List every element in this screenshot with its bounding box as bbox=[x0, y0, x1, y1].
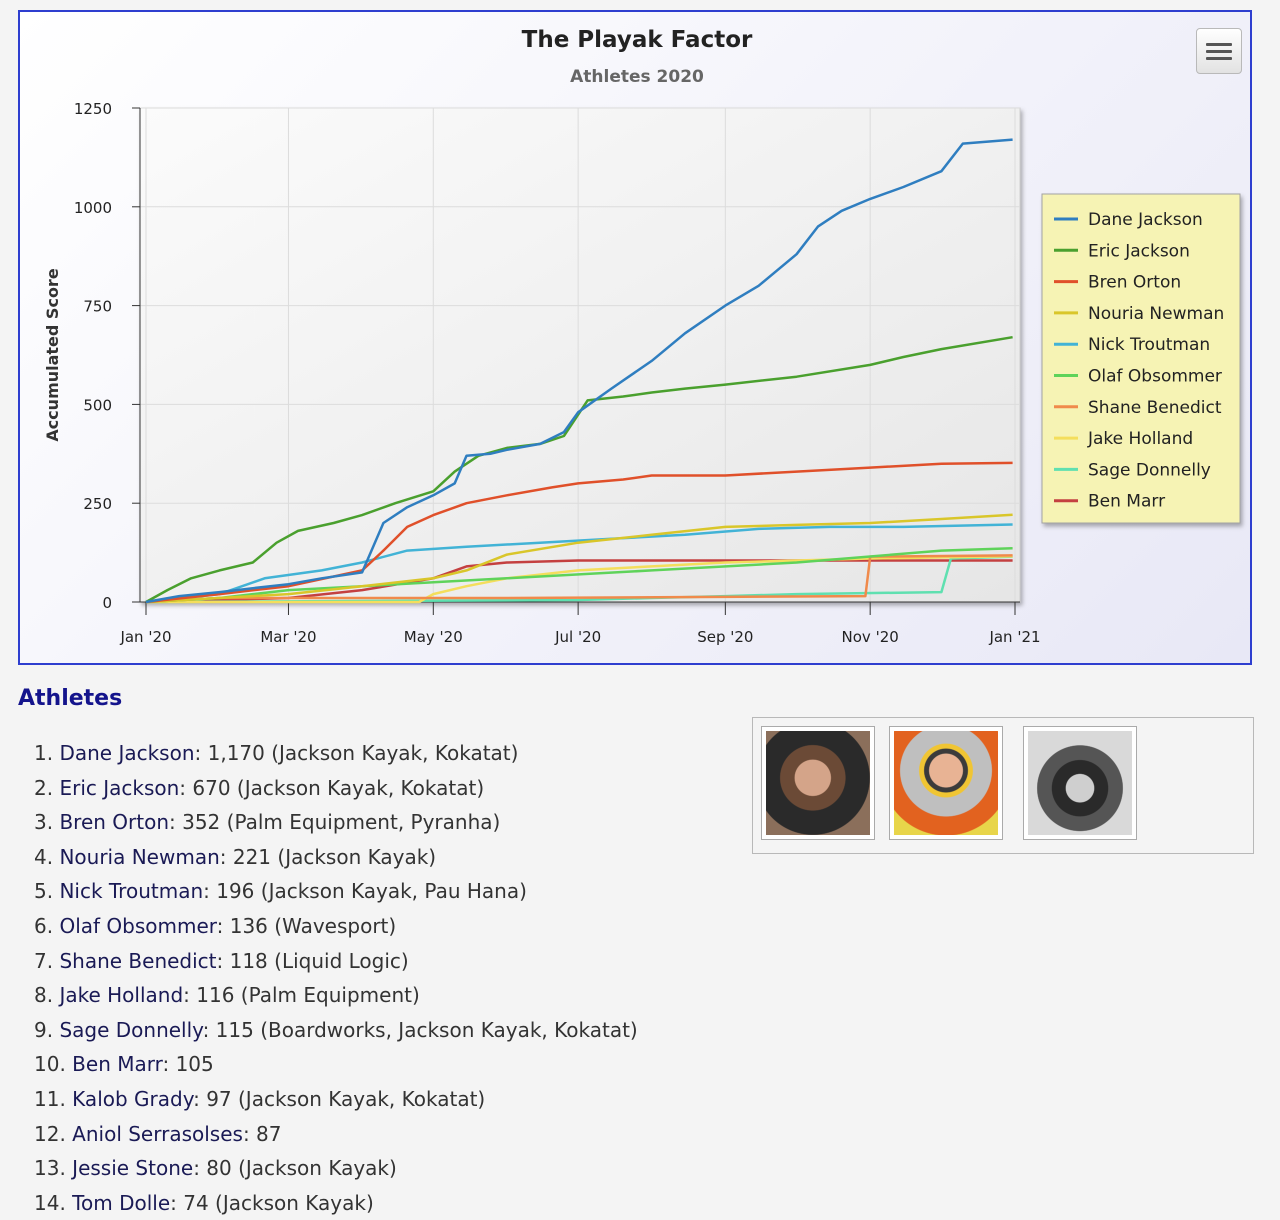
athlete-rank: 7. bbox=[34, 949, 59, 973]
athlete-name-link[interactable]: Nouria Newman bbox=[59, 845, 219, 869]
x-tick-label: Jul '20 bbox=[554, 628, 601, 646]
athlete-photo-1[interactable] bbox=[761, 726, 875, 840]
x-tick-label: Jan '20 bbox=[119, 628, 171, 646]
y-tick-label: 1000 bbox=[74, 199, 112, 217]
athlete-rank: 10. bbox=[34, 1052, 72, 1076]
athlete-photo-3[interactable] bbox=[1023, 726, 1137, 840]
athlete-score-detail: : 221 (Jackson Kayak) bbox=[220, 845, 436, 869]
y-axis-label: Accumulated Score bbox=[43, 268, 62, 442]
legend-item-label: Sage Donnelly bbox=[1088, 460, 1211, 480]
athlete-name-link[interactable]: Bren Orton bbox=[59, 810, 169, 834]
athlete-name-link[interactable]: Olaf Obsommer bbox=[59, 914, 216, 938]
chart-title: The Playak Factor bbox=[522, 27, 753, 53]
hamburger-menu-icon bbox=[1206, 43, 1232, 46]
athlete-name-link[interactable]: Eric Jackson bbox=[59, 776, 179, 800]
legend-item-label: Shane Benedict bbox=[1088, 398, 1222, 418]
legend-item-label: Ben Marr bbox=[1088, 492, 1165, 512]
athlete-score-detail: : 87 bbox=[243, 1122, 282, 1146]
legend-item-label: Nouria Newman bbox=[1088, 304, 1224, 324]
legend-item-label: Bren Orton bbox=[1088, 273, 1181, 293]
athlete-list-item: 10. Ben Marr: 105 bbox=[34, 1047, 638, 1082]
athlete-score-detail: : 115 (Boardworks, Jackson Kayak, Kokata… bbox=[203, 1018, 638, 1042]
legend-item-label: Olaf Obsommer bbox=[1088, 367, 1222, 387]
athlete-list-item: 9. Sage Donnelly: 115 (Boardworks, Jacks… bbox=[34, 1013, 638, 1048]
athlete-list-item: 2. Eric Jackson: 670 (Jackson Kayak, Kok… bbox=[34, 771, 638, 806]
photo-image bbox=[894, 731, 998, 835]
athlete-photos-panel bbox=[752, 717, 1254, 854]
chart-container: 0 250 500 750 1000 1250 Jan '20 Mar '20 May '20 J… bbox=[18, 10, 1252, 665]
line-chart: 0 250 500 750 1000 1250 Jan '20 Mar '20 May '20 J… bbox=[20, 12, 1250, 663]
athlete-photo-2[interactable] bbox=[889, 726, 1003, 840]
athlete-score-detail: : 80 (Jackson Kayak) bbox=[193, 1156, 397, 1180]
athlete-score-detail: : 136 (Wavesport) bbox=[217, 914, 397, 938]
athlete-name-link[interactable]: Dane Jackson bbox=[59, 741, 194, 765]
y-tick-label: 250 bbox=[83, 495, 112, 513]
y-tick-label: 500 bbox=[83, 396, 112, 414]
x-tick-label: Sep '20 bbox=[697, 628, 753, 646]
athlete-score-detail: : 196 (Jackson Kayak, Pau Hana) bbox=[203, 879, 527, 903]
athlete-ranking-list: 1. Dane Jackson: 1,170 (Jackson Kayak, K… bbox=[34, 736, 638, 1220]
athlete-name-link[interactable]: Jake Holland bbox=[59, 983, 183, 1007]
athlete-name-link[interactable]: Sage Donnelly bbox=[59, 1018, 202, 1042]
hamburger-line bbox=[1206, 57, 1232, 60]
photo-image bbox=[1028, 731, 1132, 835]
athlete-score-detail: : 352 (Palm Equipment, Pyranha) bbox=[169, 810, 500, 834]
x-tick-label: Mar '20 bbox=[260, 628, 316, 646]
athlete-list-item: 13. Jessie Stone: 80 (Jackson Kayak) bbox=[34, 1151, 638, 1186]
legend-item-label: Jake Holland bbox=[1087, 429, 1193, 449]
chart-menu-button[interactable] bbox=[1196, 28, 1242, 74]
athlete-rank: 5. bbox=[34, 879, 59, 903]
athlete-name-link[interactable]: Tom Dolle bbox=[72, 1191, 170, 1215]
athlete-name-link[interactable]: Shane Benedict bbox=[59, 949, 216, 973]
y-tick-label: 1250 bbox=[74, 100, 112, 118]
athlete-list-item: 3. Bren Orton: 352 (Palm Equipment, Pyra… bbox=[34, 805, 638, 840]
athlete-score-detail: : 116 (Palm Equipment) bbox=[183, 983, 420, 1007]
legend-item-label: Nick Troutman bbox=[1088, 335, 1210, 355]
athlete-rank: 4. bbox=[34, 845, 59, 869]
athlete-score-detail: : 105 bbox=[162, 1052, 213, 1076]
athlete-list-item: 7. Shane Benedict: 118 (Liquid Logic) bbox=[34, 944, 638, 979]
athlete-rank: 12. bbox=[34, 1122, 72, 1146]
athlete-rank: 1. bbox=[34, 741, 59, 765]
legend-item-label: Eric Jackson bbox=[1088, 241, 1190, 261]
athlete-rank: 8. bbox=[34, 983, 59, 1007]
athlete-score-detail: : 670 (Jackson Kayak, Kokatat) bbox=[179, 776, 484, 800]
x-tick-label: Nov '20 bbox=[842, 628, 899, 646]
athletes-heading: Athletes bbox=[18, 686, 122, 711]
athlete-list-item: 11. Kalob Grady: 97 (Jackson Kayak, Koka… bbox=[34, 1082, 638, 1117]
athlete-name-link[interactable]: Nick Troutman bbox=[59, 879, 203, 903]
athlete-score-detail: : 74 (Jackson Kayak) bbox=[170, 1191, 374, 1215]
athlete-rank: 14. bbox=[34, 1191, 72, 1215]
x-tick-label: May '20 bbox=[404, 628, 463, 646]
photo-image bbox=[766, 731, 870, 835]
athlete-rank: 6. bbox=[34, 914, 59, 938]
legend-item-label: Dane Jackson bbox=[1088, 210, 1203, 230]
chart-subtitle: Athletes 2020 bbox=[570, 67, 704, 87]
hamburger-line bbox=[1206, 50, 1232, 53]
athlete-rank: 11. bbox=[34, 1087, 72, 1111]
athlete-name-link[interactable]: Kalob Grady bbox=[72, 1087, 193, 1111]
athlete-rank: 3. bbox=[34, 810, 59, 834]
athlete-name-link[interactable]: Ben Marr bbox=[72, 1052, 162, 1076]
athlete-name-link[interactable]: Aniol Serrasolses bbox=[72, 1122, 243, 1146]
athlete-list-item: 6. Olaf Obsommer: 136 (Wavesport) bbox=[34, 909, 638, 944]
y-tick-label: 0 bbox=[102, 594, 112, 612]
athlete-rank: 2. bbox=[34, 776, 59, 800]
athlete-list-item: 5. Nick Troutman: 196 (Jackson Kayak, Pa… bbox=[34, 874, 638, 909]
athlete-name-link[interactable]: Jessie Stone bbox=[72, 1156, 193, 1180]
athlete-list-item: 1. Dane Jackson: 1,170 (Jackson Kayak, K… bbox=[34, 736, 638, 771]
athlete-score-detail: : 97 (Jackson Kayak, Kokatat) bbox=[193, 1087, 485, 1111]
athlete-list-item: 14. Tom Dolle: 74 (Jackson Kayak) bbox=[34, 1186, 638, 1220]
athlete-list-item: 12. Aniol Serrasolses: 87 bbox=[34, 1117, 638, 1152]
x-tick-label: Jan '21 bbox=[988, 628, 1040, 646]
y-tick-label: 750 bbox=[83, 298, 112, 316]
athlete-list-item: 8. Jake Holland: 116 (Palm Equipment) bbox=[34, 978, 638, 1013]
athlete-list-item: 4. Nouria Newman: 221 (Jackson Kayak) bbox=[34, 840, 638, 875]
athlete-rank: 9. bbox=[34, 1018, 59, 1042]
athlete-score-detail: : 118 (Liquid Logic) bbox=[217, 949, 409, 973]
athlete-score-detail: : 1,170 (Jackson Kayak, Kokatat) bbox=[195, 741, 519, 765]
chart-legend: Dane Jackson Eric Jackson Bren Orton Nouria… bbox=[1042, 194, 1240, 523]
athlete-rank: 13. bbox=[34, 1156, 72, 1180]
